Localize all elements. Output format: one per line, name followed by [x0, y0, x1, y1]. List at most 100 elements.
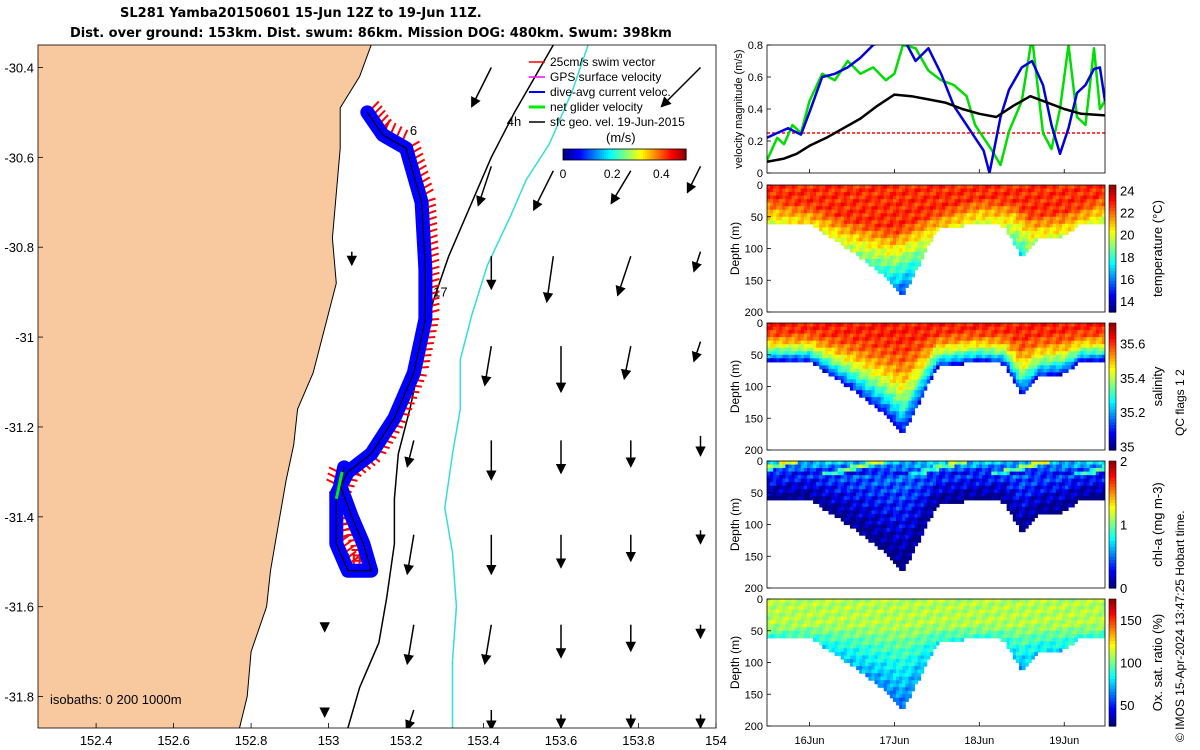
section-cell	[1012, 223, 1017, 228]
section-cell	[859, 464, 863, 469]
section-cell	[926, 485, 931, 490]
section-cell	[1006, 323, 1011, 328]
section-cell	[1031, 223, 1035, 228]
section-cell	[846, 202, 851, 207]
section-cell	[1071, 199, 1075, 204]
section-cell	[960, 475, 965, 480]
section-cell	[1000, 206, 1005, 211]
section-cell	[791, 202, 796, 207]
section-cell	[957, 199, 962, 204]
section-cell	[877, 351, 882, 356]
section-cell	[896, 425, 900, 430]
section-cell	[880, 259, 885, 264]
section-cell	[770, 337, 774, 342]
section-cell	[800, 351, 805, 356]
section-cell	[985, 216, 989, 221]
section-cell	[853, 513, 857, 519]
section-cell	[923, 365, 928, 370]
section-cell	[853, 489, 857, 494]
section-cell	[1098, 358, 1103, 363]
section-cell	[819, 337, 823, 342]
section-cell	[972, 351, 977, 356]
section-cell	[942, 475, 946, 480]
section-cell	[773, 464, 777, 469]
section-cell	[831, 468, 836, 473]
section-cell	[932, 489, 937, 494]
section-cell	[1052, 337, 1057, 342]
section-cell	[1009, 188, 1014, 193]
colorbar-step	[620, 149, 623, 160]
section-cell	[776, 347, 780, 352]
section-cell	[862, 255, 866, 260]
section-cell	[951, 499, 955, 504]
section-cell	[797, 199, 802, 204]
section-cell	[776, 326, 780, 331]
section-cell	[868, 255, 872, 260]
section-cell	[865, 524, 869, 529]
section-cell	[1025, 220, 1029, 225]
section-cell	[883, 475, 888, 480]
section-cell	[1049, 326, 1054, 331]
section-cell	[846, 492, 851, 497]
section-cell	[923, 206, 928, 211]
section-cell	[982, 347, 986, 352]
section-cell	[1000, 361, 1005, 366]
section-cell	[1089, 347, 1094, 352]
section-cell	[1037, 330, 1041, 335]
section-cell	[902, 559, 906, 564]
section-cell	[822, 340, 826, 345]
section-cell	[905, 276, 909, 281]
section-cell	[932, 475, 937, 480]
section-cell	[896, 489, 900, 494]
section-cell	[991, 344, 995, 349]
section-cell	[849, 354, 854, 359]
section-cell	[1101, 354, 1105, 359]
section-cell	[889, 411, 894, 416]
section-cell	[877, 471, 882, 476]
section-cell	[886, 276, 891, 281]
section-cell	[908, 549, 912, 554]
section-cell	[969, 354, 974, 359]
section-cell	[849, 475, 854, 480]
section-cell	[911, 358, 915, 363]
section-cell	[926, 220, 931, 225]
section-y-tick-label: 100	[745, 382, 763, 394]
section-cell	[874, 390, 879, 395]
section-cell	[785, 340, 790, 345]
section-cell	[886, 404, 891, 409]
section-cell	[979, 333, 983, 338]
section-cell	[905, 404, 909, 409]
section-cell	[945, 496, 949, 501]
section-cell	[862, 520, 866, 526]
section-cell	[892, 407, 897, 412]
section-cell	[859, 216, 863, 221]
section-cell	[813, 361, 817, 366]
section-cell	[865, 513, 869, 519]
section-cell	[920, 337, 925, 342]
section-cell	[945, 351, 949, 356]
section-cell	[966, 323, 971, 328]
section-cell	[902, 323, 906, 328]
section-cell	[1034, 365, 1038, 370]
section-cell	[896, 223, 900, 228]
section-cell	[902, 496, 906, 501]
section-cell	[889, 375, 894, 381]
section-cell	[945, 468, 949, 473]
section-cell	[911, 393, 915, 398]
section-cell	[868, 499, 872, 504]
section-cell	[825, 496, 829, 501]
section-cell	[1071, 209, 1075, 214]
section-cell	[834, 340, 839, 345]
section-cell	[810, 213, 814, 218]
section-cell	[1040, 192, 1045, 197]
section-cell	[951, 354, 955, 359]
section-cell	[846, 344, 851, 349]
section-cell	[902, 468, 906, 473]
section-cell	[819, 354, 823, 359]
section-cell	[868, 244, 872, 250]
section-cell	[886, 407, 891, 412]
section-cell	[837, 361, 842, 366]
section-cell	[767, 206, 771, 211]
section-cell	[813, 188, 817, 193]
